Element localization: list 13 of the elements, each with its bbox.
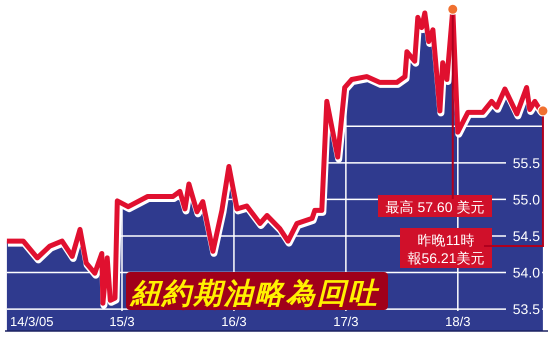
- x-tick-label: 18/3: [445, 314, 470, 329]
- y-tick-label: 55.0: [512, 191, 540, 208]
- x-tick-label: 16/3: [221, 314, 247, 329]
- y-tick-label: 55.5: [512, 154, 540, 171]
- text: 紐約期油略為回吐: [129, 278, 380, 310]
- annotation: 昨晚11時報56.21美元: [407, 232, 485, 266]
- y-tick-label: 54.0: [512, 264, 540, 281]
- annotation: 最高 57.60 美元: [386, 199, 484, 215]
- x-tick-label: 17/3: [333, 314, 359, 329]
- y-tick-label: 54.5: [512, 228, 540, 244]
- x-tick-label: 15/3: [109, 314, 135, 329]
- y-tick-label: 53.5: [512, 301, 540, 318]
- x-tick-label: 14/3/05: [10, 314, 54, 329]
